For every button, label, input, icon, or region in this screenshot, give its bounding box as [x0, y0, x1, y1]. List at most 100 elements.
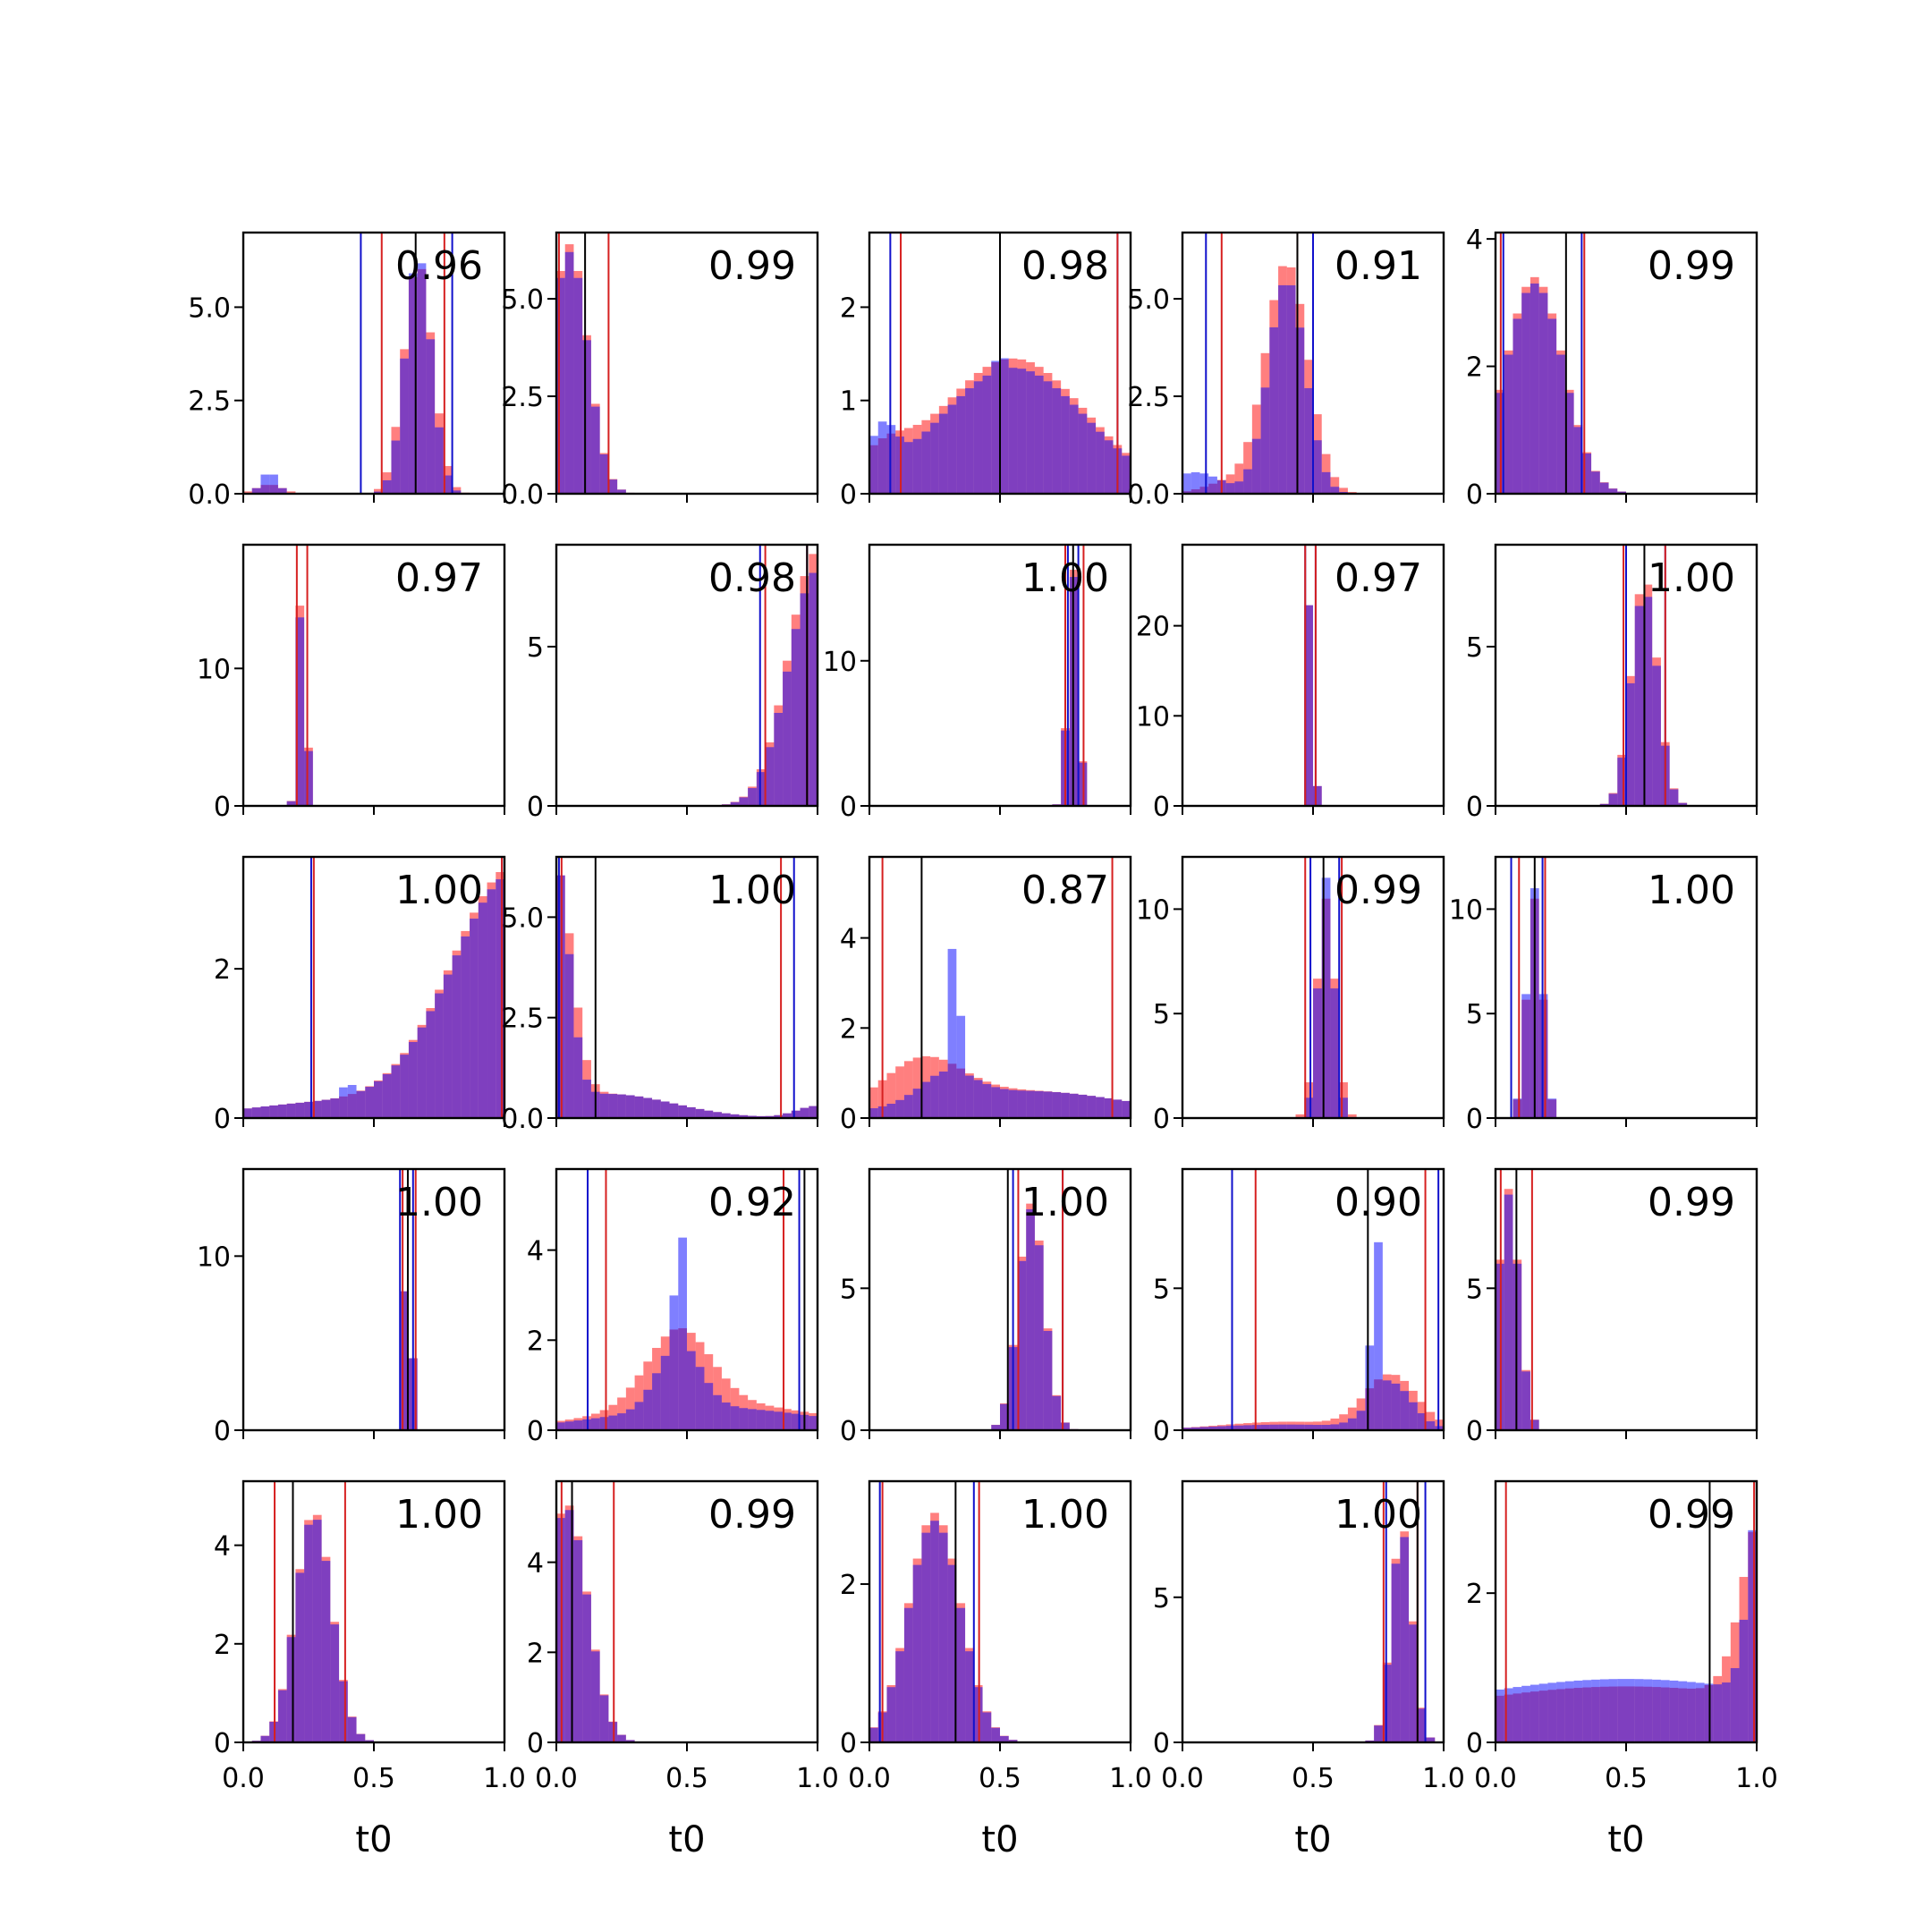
blue-bar	[1339, 1422, 1348, 1430]
red-bar	[1426, 1411, 1436, 1430]
blue-bar	[330, 1624, 340, 1742]
panel-score-label: 1.00	[1021, 555, 1109, 601]
blue-bar	[1269, 1424, 1279, 1430]
blue-bar	[1669, 789, 1679, 806]
blue-bar	[347, 1716, 357, 1742]
blue-bar	[617, 1094, 626, 1118]
red-bar	[243, 491, 252, 494]
blue-bar	[730, 1114, 740, 1118]
y-tick-label: 2	[840, 1570, 857, 1601]
blue-bar	[930, 1521, 939, 1742]
blue-bar	[1087, 422, 1097, 494]
y-tick-label: 2.5	[188, 386, 231, 418]
red-bar	[286, 491, 296, 494]
panel-score-label: 0.98	[708, 555, 796, 601]
blue-bar	[599, 453, 609, 494]
blue-bar	[312, 1520, 322, 1742]
blue-bar	[774, 713, 784, 806]
blue-bar	[739, 1408, 749, 1430]
blue-bar	[1034, 1245, 1044, 1430]
blue-bar	[1365, 1345, 1375, 1430]
blue-bar	[269, 1105, 278, 1118]
blue-bar	[1713, 1684, 1723, 1742]
y-tick-label: 5	[1153, 1274, 1170, 1305]
blue-bar	[330, 1098, 340, 1118]
blue-bar	[774, 1411, 784, 1430]
blue-bar	[1182, 1428, 1191, 1430]
y-tick-label: 4	[840, 924, 857, 955]
y-tick-label: 2	[840, 292, 857, 324]
blue-bar	[903, 1607, 913, 1742]
blue-bar	[443, 475, 453, 494]
blue-bar	[1000, 1089, 1009, 1118]
blue-bar	[695, 1367, 705, 1430]
blue-bar	[869, 436, 878, 494]
blue-bar	[1547, 318, 1557, 494]
panel-score-label: 1.00	[1021, 1492, 1109, 1538]
blue-bar	[443, 974, 453, 1118]
panel-14: 0 5 10 0.99	[1136, 855, 1445, 1135]
panel-9: 0 10 20 0.97	[1136, 543, 1445, 823]
blue-bar	[564, 1421, 574, 1430]
blue-bar	[1260, 1424, 1270, 1430]
red-bar	[1339, 487, 1348, 494]
blue-bar	[774, 1114, 784, 1118]
blue-bar	[765, 1411, 775, 1430]
blue-bar	[374, 1080, 383, 1118]
blue-bar	[339, 1087, 348, 1118]
blue-bar	[1043, 1331, 1053, 1430]
panel-score-label: 1.00	[1648, 868, 1735, 913]
blue-bar	[1122, 1100, 1131, 1118]
blue-bar	[921, 1081, 931, 1118]
blue-bar	[599, 1417, 609, 1430]
blue-bar	[1582, 1680, 1592, 1742]
x-axis-label: t0	[981, 1819, 1018, 1860]
blue-bar	[1599, 1679, 1609, 1742]
panel-5: 0 2 4 0.99	[1466, 225, 1758, 511]
blue-bar	[1391, 1563, 1401, 1742]
blue-bar	[1409, 1402, 1418, 1430]
blue-bar	[1426, 1737, 1436, 1742]
panel-score-label: 0.91	[1335, 243, 1422, 289]
x-tick-label: 0.0	[535, 1763, 578, 1794]
blue-bar	[903, 442, 913, 494]
blue-bar	[478, 902, 487, 1118]
blue-bar	[382, 1073, 392, 1118]
blue-bar	[1096, 431, 1105, 494]
y-tick-label: 0	[840, 1104, 857, 1135]
blue-bar	[295, 1102, 305, 1118]
panel-score-label: 1.00	[1648, 555, 1735, 601]
panel-16: 0 10 1.00	[197, 1167, 506, 1447]
panel-score-label: 0.99	[1648, 243, 1735, 289]
blue-bar	[1017, 369, 1027, 494]
y-tick-label: 0	[214, 1104, 231, 1135]
panel-22: 0 2 4 0.0 0.5 1.0 t0 0.99	[527, 1479, 839, 1860]
blue-bar	[956, 395, 966, 494]
blue-bar	[625, 1740, 635, 1742]
blue-bar	[895, 1651, 904, 1742]
blue-bar	[304, 750, 313, 806]
panel-score-label: 1.00	[708, 868, 796, 913]
blue-bar	[921, 431, 931, 494]
blue-bar	[1043, 1091, 1053, 1118]
blue-bar	[912, 1564, 922, 1742]
blue-bar	[1660, 1680, 1670, 1742]
blue-bar	[277, 1104, 287, 1118]
blue-bar	[269, 474, 278, 494]
panel-2: 0.0 2.5 5.0 0.99	[501, 231, 819, 511]
blue-bar	[895, 1099, 904, 1118]
panel-18: 051.00	[840, 1167, 1132, 1447]
y-tick-label: 5	[840, 1274, 857, 1305]
blue-bar	[713, 1112, 722, 1118]
blue-bar	[1513, 1098, 1522, 1118]
y-tick-label: 0.0	[1127, 479, 1170, 511]
blue-bar	[800, 593, 809, 806]
x-tick-label: 0.5	[979, 1763, 1021, 1794]
y-tick-label: 2	[1466, 352, 1483, 384]
blue-bar	[1669, 1680, 1679, 1742]
blue-bar	[608, 1415, 618, 1430]
blue-bar	[452, 490, 462, 494]
blue-bar	[1191, 1427, 1200, 1430]
blue-bar	[634, 1402, 644, 1430]
blue-bar	[1034, 375, 1044, 494]
